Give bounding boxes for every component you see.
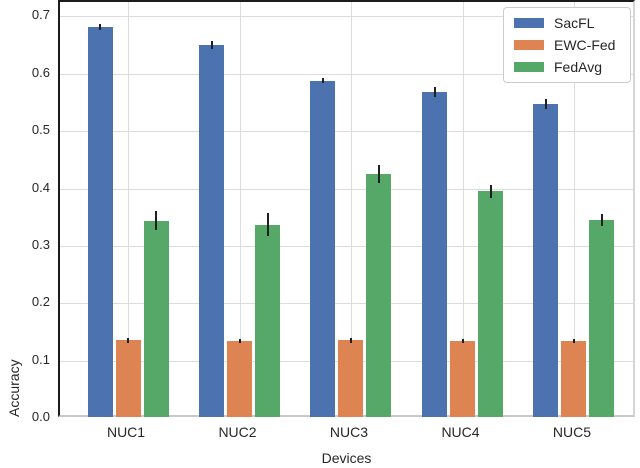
v-gridline (350, 2, 352, 415)
legend-label-ewc-fed: EWC-Fed (554, 37, 616, 53)
bar-fedavg-nuc4 (478, 191, 503, 417)
error-bar-sacfl-nuc5 (544, 98, 547, 110)
error-bar-ewc-fed-nuc2 (238, 338, 241, 344)
y-tick-label: 0.6 (31, 64, 50, 80)
bar-ewc-fed-nuc2 (227, 340, 252, 417)
x-tick-label-nuc1: NUC1 (106, 424, 146, 440)
h-gridline (60, 131, 633, 133)
error-bar-sacfl-nuc1 (99, 23, 102, 30)
bar-sacfl-nuc5 (533, 104, 559, 417)
x-tick-label-nuc3: NUC3 (329, 424, 369, 440)
error-bar-sacfl-nuc3 (321, 77, 324, 84)
legend-swatch-ewc-fed (514, 40, 544, 50)
y-tick-label: 0.2 (31, 294, 50, 310)
h-gridline (60, 303, 633, 305)
bar-ewc-fed-nuc5 (561, 340, 587, 417)
y-axis-label: Accuracy (6, 359, 22, 417)
error-bar-ewc-fed-nuc5 (572, 338, 575, 344)
bar-fedavg-nuc5 (589, 219, 615, 417)
h-gridline (60, 245, 633, 247)
error-bar-sacfl-nuc4 (433, 87, 436, 97)
y-tick-label: 0.4 (31, 179, 50, 195)
x-axis-label: Devices (321, 450, 372, 466)
error-bar-fedavg-nuc1 (155, 210, 158, 231)
x-tick-label-nuc2: NUC2 (218, 424, 257, 440)
legend-label-fedavg: FedAvg (554, 59, 602, 75)
legend-swatch-sacfl (514, 18, 544, 28)
y-tick-label: 0.5 (31, 122, 50, 138)
y-tick-label: 0.0 (31, 409, 50, 424)
error-bar-fedavg-nuc2 (266, 213, 269, 237)
legend-label-sacfl: SacFL (554, 15, 595, 31)
error-bar-ewc-fed-nuc1 (127, 338, 130, 343)
y-tick-label: 0.1 (31, 351, 50, 367)
x-tick-label-nuc4: NUC4 (441, 424, 480, 440)
bar-sacfl-nuc1 (87, 26, 113, 417)
bar-fedavg-nuc2 (255, 224, 280, 417)
error-bar-fedavg-nuc3 (377, 165, 380, 183)
y-tick-label: 0.3 (31, 236, 50, 252)
legend-item-ewc-fed: EWC-Fed (514, 37, 620, 53)
v-gridline (128, 2, 130, 415)
bar-ewc-fed-nuc1 (115, 340, 141, 417)
error-bar-fedavg-nuc4 (489, 184, 492, 198)
legend-item-fedavg: FedAvg (514, 59, 620, 75)
y-tick-label: 0.7 (31, 7, 50, 23)
bar-fedavg-nuc1 (143, 220, 169, 417)
bar-ewc-fed-nuc4 (450, 340, 475, 417)
bar-sacfl-nuc2 (199, 45, 224, 417)
bar-ewc-fed-nuc3 (338, 340, 364, 417)
error-bar-sacfl-nuc2 (210, 41, 213, 50)
error-bar-fedavg-nuc5 (600, 214, 603, 226)
bar-fedavg-nuc3 (366, 174, 392, 417)
h-gridline (60, 188, 633, 190)
v-gridline (239, 2, 241, 415)
error-bar-ewc-fed-nuc3 (349, 338, 352, 343)
legend: SacFL EWC-Fed FedAvg (503, 7, 631, 83)
x-tick-label-nuc5: NUC5 (552, 424, 592, 440)
error-bar-ewc-fed-nuc4 (461, 338, 464, 344)
h-gridline (60, 73, 633, 75)
legend-swatch-fedavg (514, 62, 544, 72)
v-gridline (462, 2, 464, 415)
bar-sacfl-nuc4 (422, 92, 447, 417)
legend-item-sacfl: SacFL (514, 15, 620, 31)
h-gridline (60, 16, 633, 18)
bar-sacfl-nuc3 (310, 80, 336, 417)
v-gridline (573, 2, 575, 415)
